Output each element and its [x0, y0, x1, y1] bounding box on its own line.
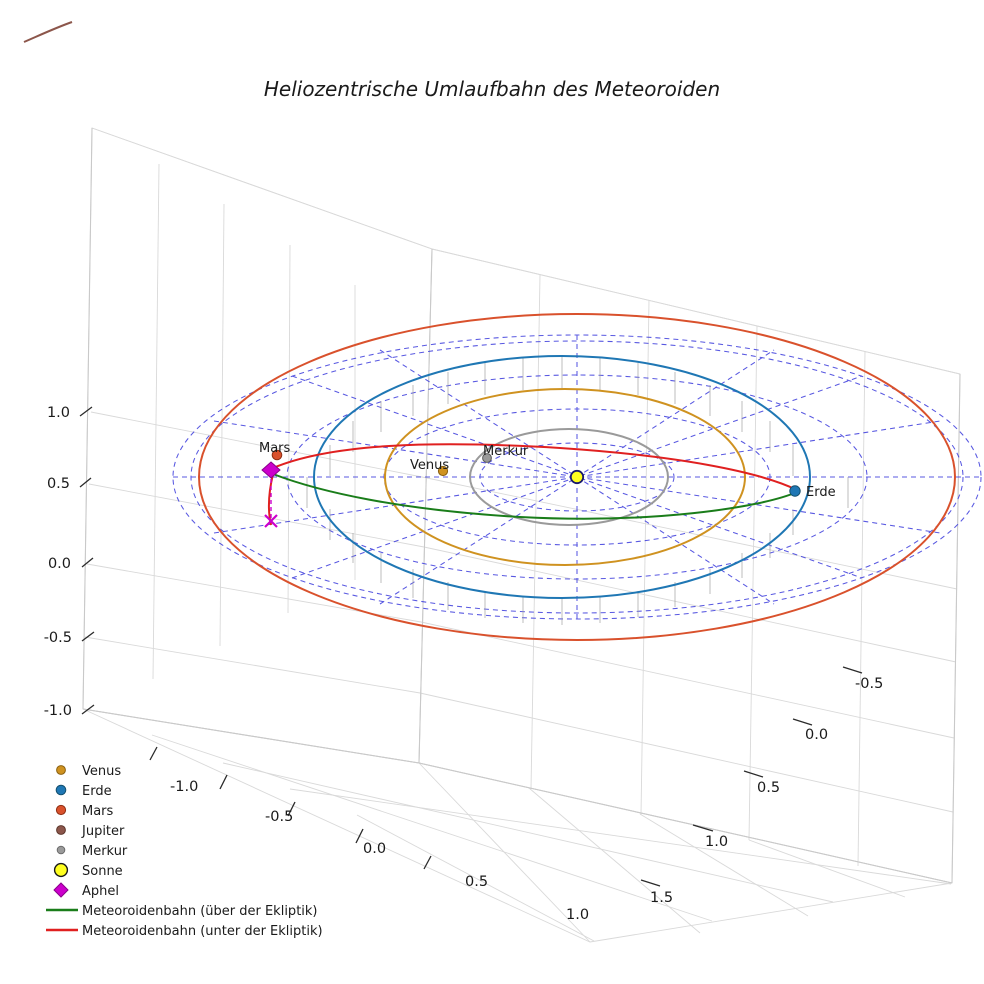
legend-label: Merkur [82, 844, 128, 859]
legend-label: Venus [82, 764, 121, 779]
marker-merkur [482, 453, 492, 463]
legend-item-sonne[interactable]: Sonne [53, 862, 123, 879]
y-tick-label: 1.5 [650, 890, 673, 906]
annotation-mars: Mars [259, 441, 291, 456]
legend-label: Jupiter [81, 824, 125, 839]
axis-tick-labels: 1.0 0.5 0.0 -0.5 -1.0 -1.0 -0.5 0.0 0.5 … [44, 405, 884, 923]
legend-label: Sonne [82, 864, 123, 879]
z-tick-label: -0.5 [44, 630, 72, 646]
axis-tickmarks [79, 406, 863, 887]
y-tick-label: 1.0 [705, 834, 728, 850]
sonne-dot-icon [53, 862, 69, 878]
orbit-stems [306, 356, 849, 625]
x-tick-label: 0.5 [465, 874, 488, 890]
marker-aphel [261, 461, 281, 479]
x-tick-label: 1.0 [566, 907, 589, 923]
legend-item-merkur[interactable]: Merkur [56, 844, 128, 859]
body-markers [261, 449, 801, 497]
y-tick-label: 0.5 [757, 780, 780, 796]
meteoroid-above-ecliptic [272, 473, 798, 520]
meteoroid-below-ecliptic [272, 443, 798, 491]
x-tick-label: 0.0 [363, 841, 386, 857]
marker-venus [437, 465, 449, 477]
legend-label: Meteoroidenbahn (unter der Ekliptik) [82, 924, 323, 939]
annotation-merkur: Merkur [483, 444, 529, 459]
orbit-merkur [469, 428, 669, 526]
erde-dot-icon [55, 784, 67, 796]
jupiter-dot-icon [56, 825, 66, 835]
z-tick-label: -1.0 [44, 703, 72, 719]
annotation-erde: Erde [806, 485, 836, 500]
z-tick-label: 1.0 [47, 405, 70, 421]
orbit-jupiter [23, 21, 73, 43]
meteoroid-orbit [264, 443, 798, 528]
marker-sonne [569, 469, 585, 485]
x-tick-label: -0.5 [265, 809, 293, 825]
legend-item-venus[interactable]: Venus [56, 764, 122, 779]
legend-label: Meteoroidenbahn (über der Ekliptik) [82, 904, 318, 919]
body-annotations: Mars Venus Merkur Erde [259, 441, 836, 500]
annotation-venus: Venus [410, 458, 449, 473]
marker-mars [271, 449, 283, 461]
z-tick-label: 0.0 [48, 556, 71, 572]
marker-erde [789, 485, 801, 497]
legend-item-jupiter[interactable]: Jupiter [56, 824, 125, 839]
legend-item-mars[interactable]: Mars [55, 804, 114, 819]
z-tick-label: 0.5 [47, 476, 70, 492]
merkur-dot-icon [56, 845, 66, 855]
aphelion-projection-x-icon [264, 514, 278, 528]
legend-item-meteoroid-above[interactable]: Meteoroidenbahn (über der Ekliptik) [46, 904, 318, 919]
orbit-mars [198, 313, 956, 641]
legend-label: Erde [82, 784, 112, 799]
legend-label: Mars [82, 804, 114, 819]
planet-orbits [23, 21, 956, 641]
y-tick-label: 0.0 [805, 727, 828, 743]
orbit-erde [313, 355, 811, 599]
legend-item-aphel[interactable]: Aphel [53, 882, 119, 899]
y-tick-label: -0.5 [855, 676, 883, 692]
legend-item-meteoroid-below[interactable]: Meteoroidenbahn (unter der Ekliptik) [46, 924, 323, 939]
page-title: Heliozentrische Umlaufbahn des Meteoroid… [264, 77, 720, 101]
legend-label: Aphel [82, 884, 119, 899]
venus-dot-icon [56, 765, 66, 775]
x-tick-label: -1.0 [170, 779, 198, 795]
legend: Venus Erde Mars Jupiter Merkur Sonne [46, 764, 323, 939]
legend-item-erde[interactable]: Erde [55, 784, 112, 799]
aphel-diamond-icon [53, 882, 69, 898]
axes-3d-panes [82, 127, 961, 943]
orbit-venus [384, 388, 746, 566]
mars-dot-icon [55, 804, 67, 816]
